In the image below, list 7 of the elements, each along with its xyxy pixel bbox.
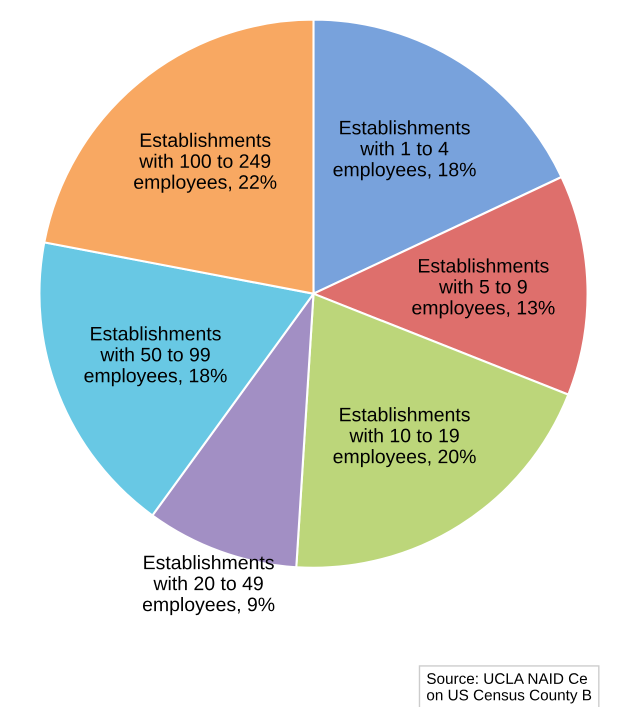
slice-label: Establishments with 5 to 9 employees, 13% [412, 258, 555, 318]
source-note: Source: UCLA NAID Ce on US Census County B [427, 673, 592, 704]
slice-label: Establishments with 20 to 49 employees, 9% [142, 555, 274, 616]
slice-label: Establishments with 1 to 4 employees, 18% [334, 120, 476, 180]
slice-label: Establishments with 50 to 99 employees, 18% [84, 326, 227, 386]
slice-label: Establishments with 10 to 19 employees, 20% [334, 407, 476, 468]
slice-label: Establishments with 100 to 249 employees, 22% [134, 132, 276, 193]
